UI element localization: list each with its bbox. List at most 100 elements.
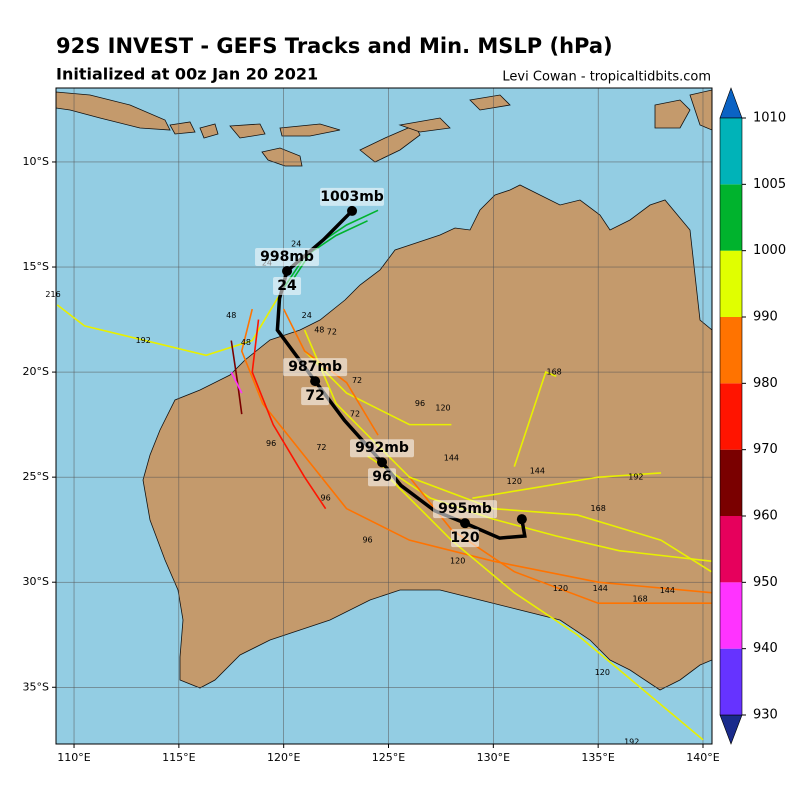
ensemble-track — [283, 220, 368, 289]
labels: 2161922424244848487272727296969696120120… — [45, 187, 675, 746]
hour-label: 192 — [624, 737, 639, 746]
colorbar-bin — [720, 516, 742, 583]
lat-tick-label: 35°S — [23, 680, 49, 693]
pressure-label: 992mb — [355, 440, 409, 456]
hour-label: 96 — [415, 399, 425, 408]
hour-label: 168 — [591, 504, 606, 513]
label-box — [255, 248, 320, 267]
hour-label: 24 — [302, 311, 312, 320]
colorbar-bin — [720, 648, 742, 715]
hour-label: 96 — [321, 494, 331, 503]
label-box — [350, 439, 415, 458]
colorbar-label: 1005 — [753, 177, 786, 192]
subtitle: Initialized at 00z Jan 20 2021 — [56, 65, 318, 84]
hour-label: 96 — [266, 439, 276, 448]
colorbar-under — [719, 714, 743, 745]
ensemble-track — [240, 308, 712, 594]
lon-tick-label: 125°E — [372, 751, 405, 764]
colorbar-label: 970 — [753, 442, 778, 457]
hour-label: 168 — [546, 368, 561, 377]
colorbar-bin — [720, 250, 742, 317]
ensemble-track — [230, 371, 243, 394]
title: 92S INVEST - GEFS Tracks and Min. MSLP (… — [56, 34, 613, 58]
lat-tick-label: 10°S — [23, 155, 49, 168]
colorbar-label: 980 — [753, 376, 778, 391]
credit: Levi Cowan - tropicaltidbits.com — [502, 70, 711, 85]
lat-tick-label: 25°S — [23, 470, 49, 483]
pressure-label: 995mb — [438, 501, 492, 517]
lat-tick-label: 15°S — [23, 260, 49, 273]
mean-point — [460, 518, 471, 529]
colorbar-label: 930 — [753, 708, 778, 723]
hour-label: 72 — [327, 328, 337, 337]
pressure-label: 1003mb — [320, 189, 384, 205]
ensemble-track — [251, 319, 327, 510]
lon-tick-label: 120°E — [267, 751, 300, 764]
hour-label: 144 — [660, 586, 675, 595]
hour-label: 72 — [316, 443, 326, 452]
map-frame — [55, 87, 713, 745]
lon-tick-label: 130°E — [477, 751, 510, 764]
mean-point — [377, 457, 388, 468]
lat-tick-label: 20°S — [23, 365, 49, 378]
ensemble-track — [387, 476, 704, 741]
hour-label: 144 — [530, 466, 545, 475]
hour-label: 144 — [593, 584, 608, 593]
colorbar: 930 940 950 960 970 980 990 1000 1005 1010 — [719, 87, 786, 745]
colorbar-bin — [720, 582, 742, 649]
lon-tick-label: 110°E — [57, 751, 90, 764]
colorbar-label: 940 — [753, 641, 778, 656]
hour-label: 120 — [595, 668, 610, 677]
mean-point — [516, 514, 527, 525]
colorbar-label: 960 — [753, 509, 778, 524]
label-box — [301, 387, 330, 406]
pressure-label: 987mb — [288, 359, 342, 375]
colorbar-bin — [720, 317, 742, 384]
land — [56, 89, 712, 691]
hour-label: 48 — [314, 326, 324, 335]
hour-label: 120 — [553, 584, 568, 593]
colorbar-bin — [720, 449, 742, 516]
colorbar-bin — [720, 184, 742, 251]
lon-tick-label: 140°E — [686, 751, 719, 764]
hour-label: 120 — [507, 477, 522, 486]
hour-label: 144 — [444, 454, 459, 463]
hour-label: 120 — [435, 403, 450, 412]
label-box — [320, 187, 385, 206]
hour-label: 168 — [632, 595, 647, 604]
mean-point — [282, 266, 293, 277]
label-box — [451, 529, 480, 548]
colorbar-label: 1000 — [753, 243, 786, 258]
lon-tick-label: 115°E — [162, 751, 195, 764]
hour-mean-label: 72 — [305, 388, 324, 404]
colorbar-frame — [719, 117, 743, 716]
hour-label: 24 — [291, 239, 301, 248]
colorbar-bin — [720, 383, 742, 450]
hour-label: 120 — [450, 557, 465, 566]
hour-label: 192 — [628, 473, 643, 482]
lat-tick-label: 30°S — [23, 575, 49, 588]
colorbar-label: 950 — [753, 575, 778, 590]
mean-point — [310, 376, 321, 387]
label-box — [283, 358, 348, 377]
label-box — [273, 277, 302, 296]
hour-label: 72 — [350, 410, 360, 419]
mean-point — [347, 205, 358, 216]
hour-label: 48 — [226, 311, 236, 320]
hour-mean-label: 24 — [277, 278, 297, 294]
ensemble-track — [230, 340, 243, 415]
colorbar-label: 1010 — [753, 111, 786, 126]
hour-mean-label: 96 — [372, 469, 391, 485]
colorbar-bin — [720, 118, 742, 185]
label-box — [433, 500, 498, 519]
ensemble-track — [472, 472, 662, 499]
pressure-label: 998mb — [260, 249, 314, 265]
ensemble-track — [513, 371, 557, 467]
label-box — [368, 468, 397, 487]
grid — [56, 88, 712, 744]
hour-mean-label: 120 — [450, 530, 479, 546]
colorbar-label: 990 — [753, 310, 778, 325]
hour-label: 192 — [136, 336, 151, 345]
lon-tick-label: 135°E — [581, 751, 614, 764]
hour-label: 72 — [352, 376, 362, 385]
